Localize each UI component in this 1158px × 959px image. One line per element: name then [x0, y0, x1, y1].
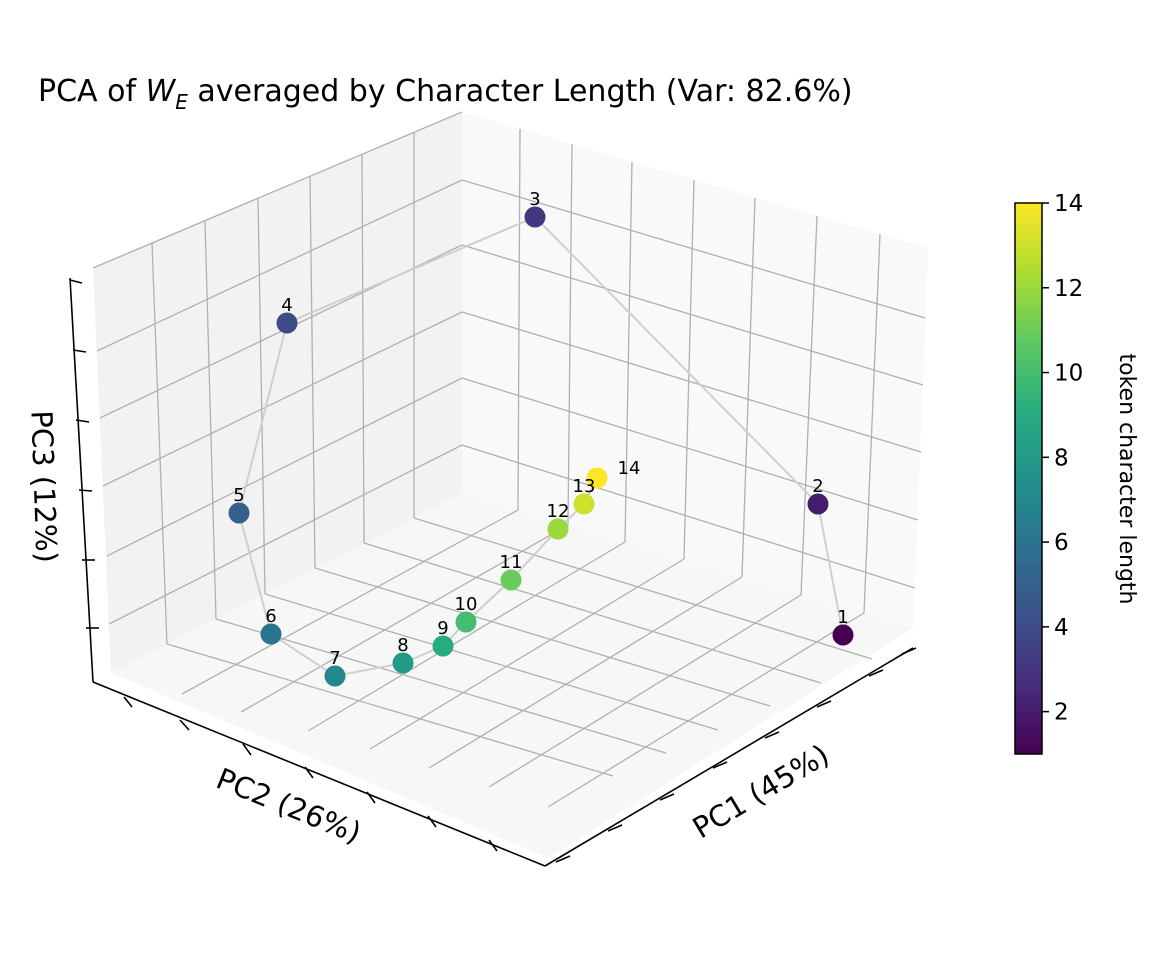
- point-10: [455, 611, 477, 633]
- colorbar-tick-label: 6: [1054, 530, 1069, 556]
- point-label-7: 7: [329, 648, 340, 669]
- point-3: [524, 206, 546, 228]
- point-9: [432, 635, 454, 657]
- point-6: [260, 623, 282, 645]
- colorbar-tick-label: 10: [1054, 361, 1083, 387]
- point-label-4: 4: [281, 295, 292, 316]
- point-label-6: 6: [265, 606, 276, 627]
- colorbar-label: token character length: [1114, 354, 1139, 605]
- points-layer: [228, 206, 854, 687]
- point-5: [228, 502, 250, 524]
- colorbar-ticks: 2 4 6 8 10 12 14: [1042, 191, 1083, 726]
- colorbar: [1014, 202, 1043, 755]
- point-4: [276, 312, 298, 334]
- point-label-11: 11: [500, 552, 523, 573]
- axis-ticks: [69, 279, 917, 863]
- point-label-10: 10: [455, 594, 478, 615]
- point-label-12: 12: [547, 501, 570, 522]
- pc2-axis-label: PC2 (26%): [212, 761, 366, 850]
- point-label-14: 14: [618, 458, 641, 479]
- point-label-3: 3: [529, 189, 540, 210]
- connecting-line: [237, 215, 844, 678]
- pc1-axis-line: [544, 647, 914, 867]
- point-label-1: 1: [837, 607, 848, 628]
- pc2-axis-line: [92, 681, 546, 867]
- point-14: [586, 467, 608, 489]
- point-7: [324, 665, 346, 687]
- colorbar-tick-label: 8: [1054, 445, 1069, 471]
- pc3-axis-line: [69, 277, 94, 683]
- colorbar-tick-label: 14: [1054, 191, 1083, 217]
- point-label-13: 13: [573, 476, 596, 497]
- grid: [92, 111, 926, 808]
- chart-title: PCA of WE averaged by Character Length (…: [38, 74, 853, 114]
- point-1: [832, 624, 854, 646]
- point-label-8: 8: [397, 635, 408, 656]
- pc3-axis-label: PC3 (12%): [24, 410, 63, 564]
- point-12: [547, 518, 569, 540]
- point-8: [392, 652, 414, 674]
- point-label-2: 2: [812, 476, 823, 497]
- point-13: [573, 493, 595, 515]
- pane-left: [93, 112, 462, 673]
- point-label-5: 5: [233, 485, 244, 506]
- point-label-9: 9: [437, 618, 448, 639]
- point-11: [500, 569, 522, 591]
- colorbar-tick-label: 12: [1054, 276, 1083, 302]
- colorbar-tick-label: 4: [1054, 615, 1069, 641]
- pane-floor: [111, 493, 913, 858]
- colorbar-tick-label: 2: [1054, 700, 1069, 726]
- point-2: [807, 493, 829, 515]
